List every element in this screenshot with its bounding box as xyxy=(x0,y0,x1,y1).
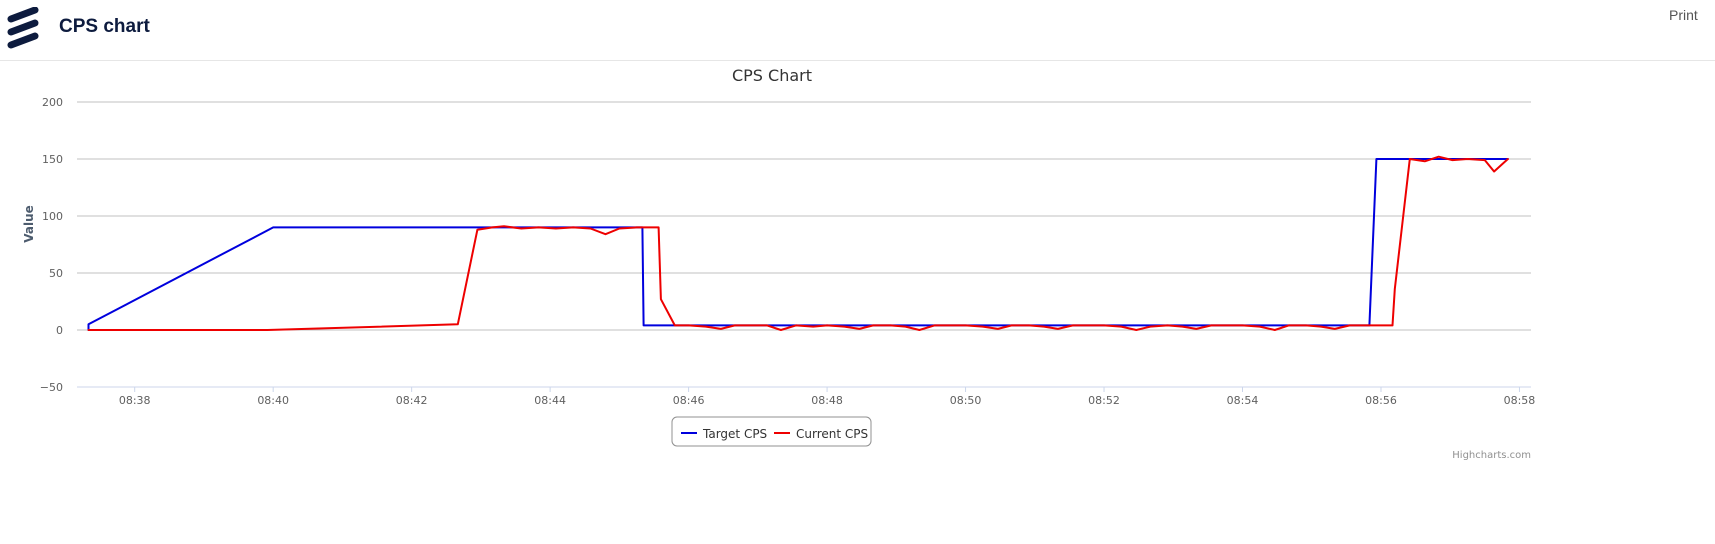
x-tick-label: 08:42 xyxy=(396,394,428,407)
series-line-target-cps xyxy=(89,159,1508,330)
y-tick-label: 150 xyxy=(42,153,63,166)
top-bar: CPS chart Print xyxy=(0,0,1715,61)
x-tick-label: 08:46 xyxy=(673,394,705,407)
highcharts-credits[interactable]: Highcharts.com xyxy=(1452,450,1531,461)
x-tick-label: 08:38 xyxy=(119,394,151,407)
ericsson-logo-icon[interactable] xyxy=(6,7,40,49)
chart-container: CPS Chart Value −50 0 50 100 150 200 08:38 08:… xyxy=(0,60,1715,539)
chart-title: CPS Chart xyxy=(732,66,812,85)
app-title: CPS chart xyxy=(59,16,150,38)
x-tick-label: 08:56 xyxy=(1365,394,1397,407)
series-line-current-cps xyxy=(89,157,1508,330)
x-tick-label: 08:50 xyxy=(950,394,982,407)
y-tick-label: 50 xyxy=(49,267,63,280)
y-tick-label: 200 xyxy=(42,96,63,109)
y-axis-title: Value xyxy=(22,205,36,243)
x-tick-label: 08:58 xyxy=(1504,394,1536,407)
y-tick-label: −50 xyxy=(40,381,63,394)
legend-label-current-cps: Current CPS xyxy=(796,427,868,441)
x-tick-label: 08:44 xyxy=(534,394,566,407)
x-tick-label: 08:52 xyxy=(1088,394,1120,407)
x-tick-label: 08:54 xyxy=(1227,394,1259,407)
legend: Target CPS Current CPS xyxy=(672,417,871,446)
y-tick-labels: −50 0 50 100 150 200 xyxy=(40,96,63,394)
legend-label-target-cps: Target CPS xyxy=(702,427,767,441)
x-tick-label: 08:40 xyxy=(257,394,289,407)
x-tick-label: 08:48 xyxy=(811,394,843,407)
x-tick-labels: 08:38 08:40 08:42 08:44 08:46 08:48 08:50 08:52… xyxy=(119,387,1535,407)
y-tick-label: 100 xyxy=(42,210,63,223)
grid-lines xyxy=(77,102,1531,387)
print-button[interactable]: Print xyxy=(1669,7,1698,23)
series-layer xyxy=(89,157,1508,330)
y-tick-label: 0 xyxy=(56,324,63,337)
